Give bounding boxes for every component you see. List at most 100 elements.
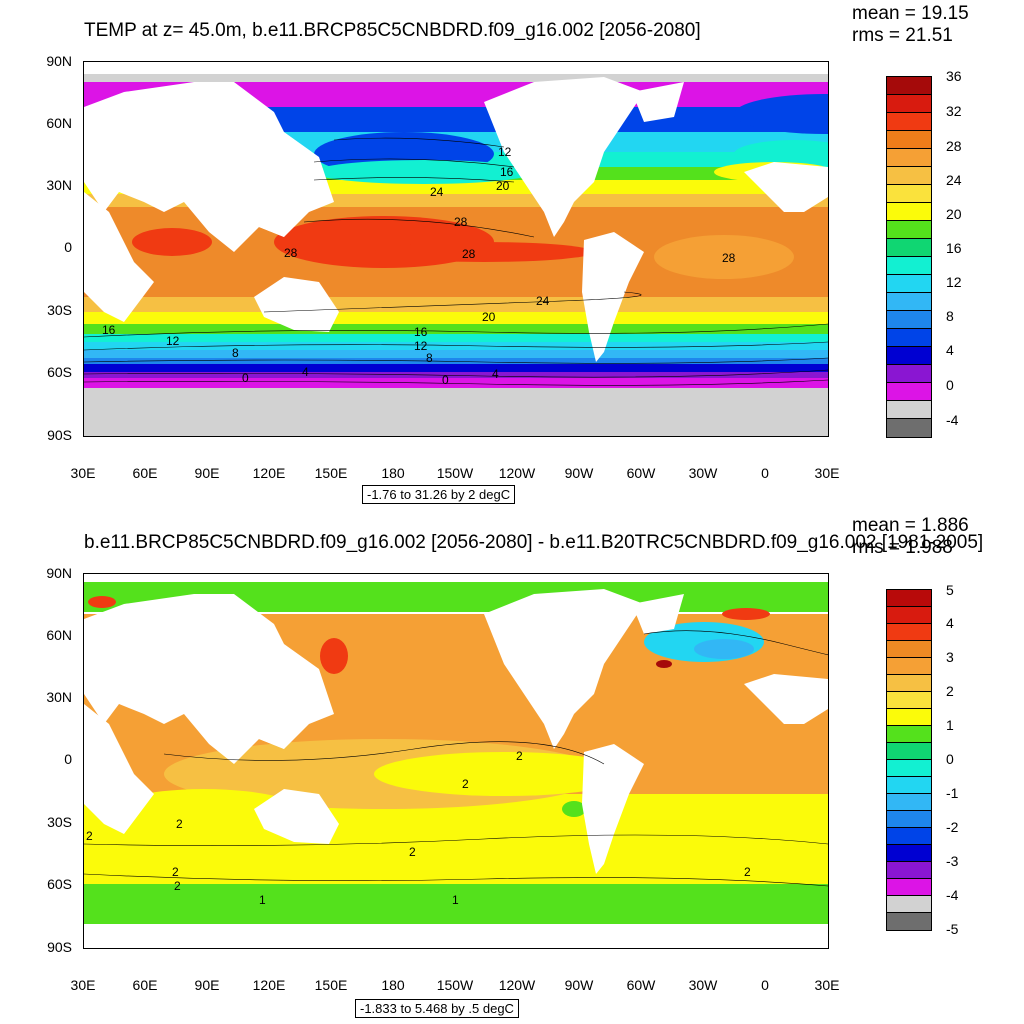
contour-range-label: -1.76 to 31.26 by 2 degC <box>362 485 516 504</box>
colorbar-swatch <box>887 257 931 275</box>
contour-label: 28 <box>462 247 476 261</box>
colorbar-swatch <box>887 167 931 185</box>
colorbar-swatch <box>887 590 931 607</box>
contour-label: 2 <box>176 817 183 831</box>
contour-label: 2 <box>516 749 523 763</box>
colorbar-label: 32 <box>946 103 962 119</box>
lon-label: 120W <box>498 465 536 481</box>
colorbar-swatch <box>887 743 931 760</box>
colorbar-label: 8 <box>946 308 954 324</box>
colorbar-swatch <box>887 607 931 624</box>
lat-label: 30S <box>47 302 72 318</box>
contour-label: 1 <box>452 893 459 907</box>
contour-label: 0 <box>442 373 449 387</box>
difference-map-svg: 2 2 2 2 2 2 2 1 1 2 <box>84 574 828 948</box>
contour-lines <box>84 137 828 386</box>
colorbar-swatch <box>887 760 931 777</box>
contour-label: 20 <box>482 310 496 324</box>
contour-label: 20 <box>496 179 510 193</box>
colorbar-swatch <box>887 383 931 401</box>
colorbar-label: -4 <box>946 887 959 903</box>
colorbar-label: 2 <box>946 683 954 699</box>
colorbar-swatch <box>887 401 931 419</box>
contour-label: 16 <box>102 323 116 337</box>
colorbar-swatch <box>887 131 931 149</box>
contour-label-group: 12 16 20 24 28 28 28 28 24 20 16 12 8 4 … <box>102 145 736 387</box>
mean-stat: mean = 1.886 <box>852 515 969 536</box>
colorbar-label: 1 <box>946 717 954 733</box>
colorbar-label: 24 <box>946 172 962 188</box>
colorbar-label: -3 <box>946 853 959 869</box>
lon-label: 30E <box>814 977 840 993</box>
colorbar-label: 0 <box>946 377 954 393</box>
colorbar-label: 5 <box>946 582 954 598</box>
colorbar-label: -1 <box>946 785 959 801</box>
lat-label: 60N <box>46 627 72 643</box>
lat-label: 30N <box>46 689 72 705</box>
colorbar-label: 12 <box>946 274 962 290</box>
temperature-map-svg: 12 16 20 24 28 28 28 28 24 20 16 12 8 4 … <box>84 62 828 436</box>
lon-label: 120E <box>252 465 286 481</box>
contour-label: 2 <box>172 865 179 879</box>
contour-label: 12 <box>498 145 512 159</box>
lat-label: 60N <box>46 115 72 131</box>
contour-lines <box>84 630 828 887</box>
colorbar-swatch <box>887 275 931 293</box>
colorbar-swatch <box>887 203 931 221</box>
contour-label: 24 <box>430 185 444 199</box>
colorbar-swatch <box>887 77 931 95</box>
contour-label-group: 2 2 2 2 2 2 2 1 1 2 <box>86 749 751 907</box>
contour-label: 2 <box>744 865 751 879</box>
contour-label: 0 <box>242 371 249 385</box>
contour-label: 8 <box>232 346 239 360</box>
lon-label: 180 <box>381 977 405 993</box>
lon-label: 120E <box>252 977 286 993</box>
lon-label: 30W <box>688 977 718 993</box>
colorbar-swatch <box>887 913 931 930</box>
colorbar-label: 36 <box>946 68 962 84</box>
colorbar-swatch <box>887 777 931 794</box>
colorbar-swatch <box>887 347 931 365</box>
panel-title: b.e11.BRCP85C5CNBDRD.f09_g16.002 [2056-2… <box>84 532 984 553</box>
colorbar-label: 4 <box>946 342 954 358</box>
contour-label: 16 <box>500 165 514 179</box>
contour-label: 2 <box>174 879 181 893</box>
colorbar-swatch <box>887 185 931 203</box>
contour-label: 28 <box>722 251 736 265</box>
contour-label: 2 <box>462 777 469 791</box>
lon-label: 30W <box>688 465 718 481</box>
colorbar-label: 28 <box>946 138 962 154</box>
temperature-difference-map: 2 2 2 2 2 2 2 1 1 2 <box>83 573 829 949</box>
lat-label: 0 <box>64 239 72 255</box>
colorbar-label: -5 <box>946 921 959 937</box>
lat-label: 60S <box>47 364 72 380</box>
contour-label: 24 <box>536 294 550 308</box>
contour-label: 2 <box>86 829 93 843</box>
colorbar-swatch <box>887 113 931 131</box>
lon-label: 150W <box>436 465 474 481</box>
colorbar-swatch <box>887 896 931 913</box>
colorbar-label: 20 <box>946 206 962 222</box>
colorbar-swatch <box>887 675 931 692</box>
lon-label: 180 <box>381 465 405 481</box>
rms-stat: rms = 1.988 <box>852 537 953 558</box>
colorbar-swatch <box>887 658 931 675</box>
contour-label: 28 <box>284 246 298 260</box>
lat-label: 90N <box>46 53 72 69</box>
colorbar-label: -2 <box>946 819 959 835</box>
land-mask <box>84 77 828 362</box>
colorbar-label: 4 <box>946 615 954 631</box>
contour-label: 8 <box>426 351 433 365</box>
lon-label: 150E <box>314 465 348 481</box>
colorbar-label: 3 <box>946 649 954 665</box>
colorbar-label: -4 <box>946 412 959 428</box>
lon-label: 90E <box>194 977 220 993</box>
colorbar-swatch <box>887 709 931 726</box>
lon-label: 30E <box>814 465 840 481</box>
colorbar-swatch <box>887 726 931 743</box>
lon-label: 0 <box>761 465 769 481</box>
lon-label: 150E <box>314 977 348 993</box>
lon-label: 60W <box>626 465 656 481</box>
lon-label: 60W <box>626 977 656 993</box>
lon-label: 120W <box>498 977 536 993</box>
